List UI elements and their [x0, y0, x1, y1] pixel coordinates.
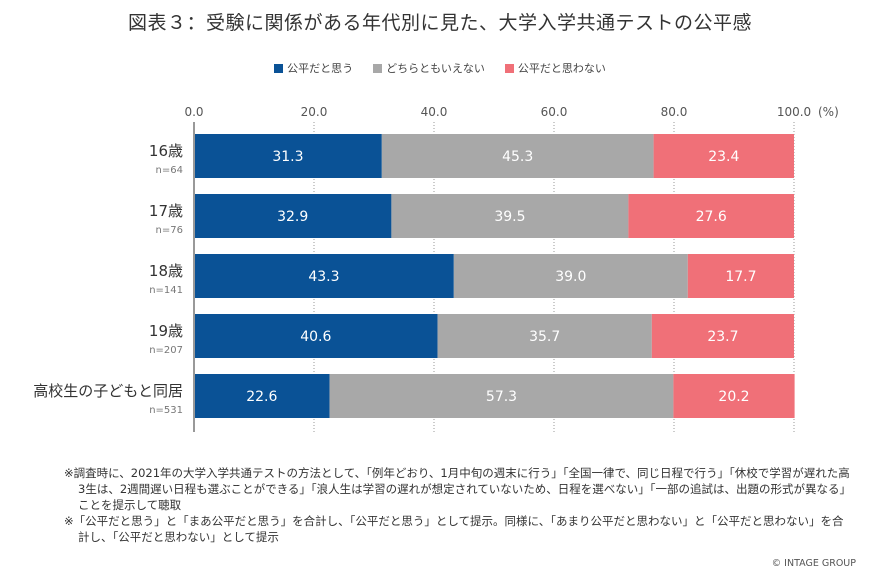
bar-data-label: 22.6 — [246, 389, 277, 405]
category-label: 17歳 — [149, 202, 183, 220]
bar-segment — [329, 374, 674, 418]
bar-data-label: 43.3 — [308, 269, 339, 285]
x-tick-label: 80.0 — [661, 105, 688, 119]
footnote-aggregation: ※「公平だと思う」と「まあ公平だと思う」を合計し、「公平だと思う」として提示。同… — [64, 514, 844, 544]
bar-data-label: 32.9 — [277, 209, 308, 225]
chart-title: 図表３：受験に関係がある年代別に見た、大学入学共通テストの公平感 — [127, 12, 752, 34]
bar-data-label: 40.6 — [300, 329, 331, 345]
sample-size-label: n=64 — [156, 165, 183, 176]
category-label: 16歳 — [149, 142, 183, 160]
category-label: 18歳 — [149, 262, 183, 280]
stacked-bar-chart: 0.0 20.0 40.0 60.0 80.0 100.0 (%) 31.3 45.3 23.4 1… — [33, 105, 839, 432]
legend-swatch-unfair — [504, 63, 514, 73]
legend-label-fair: 公平だと思う — [287, 62, 354, 75]
bar-segment — [628, 194, 794, 238]
legend: 公平だと思う どちらともいえない 公平だと思わない — [0, 60, 880, 76]
x-tick-label: 40.0 — [421, 105, 448, 119]
bar-data-label: 23.4 — [708, 149, 739, 165]
bar-data-label: 39.5 — [494, 209, 525, 225]
bar-segment — [453, 254, 688, 298]
copyright-credit: © INTAGE GROUP — [771, 558, 856, 569]
bar-segment — [391, 194, 629, 238]
sample-size-label: n=207 — [149, 345, 183, 356]
bar-data-label: 23.7 — [707, 329, 738, 345]
footnotes: ※調査時に、2021年の大学入学共通テストの方法として、「例年どおり、1月中旬の… — [64, 465, 854, 545]
legend-swatch-fair — [274, 63, 284, 73]
legend-label-neutral: どちらともいえない — [386, 62, 485, 75]
sample-size-label: n=531 — [149, 405, 183, 416]
bar-segment — [673, 374, 795, 418]
legend-item-fair: 公平だと思う — [274, 60, 353, 76]
bar-data-label: 31.3 — [272, 149, 303, 165]
bar-data-label: 20.2 — [718, 389, 749, 405]
bar-segment — [381, 134, 654, 178]
legend-label-unfair: 公平だと思わない — [517, 62, 606, 75]
footnote-survey-method: ※調査時に、2021年の大学入学共通テストの方法として、「例年どおり、1月中旬の… — [64, 466, 852, 512]
category-label: 19歳 — [149, 322, 183, 340]
sample-size-label: n=141 — [149, 285, 183, 296]
bar-segment — [687, 254, 794, 298]
x-unit-label: (%) — [818, 105, 839, 119]
category-label: 高校生の子どもと同居 — [33, 382, 183, 400]
bar-segment — [194, 254, 454, 298]
x-tick-label: 100.0 — [777, 105, 811, 119]
x-tick-label: 20.0 — [301, 105, 328, 119]
legend-swatch-neutral — [373, 63, 383, 73]
bar-data-label: 39.0 — [555, 269, 586, 285]
bar-segment — [653, 134, 794, 178]
bar-data-label: 45.3 — [502, 149, 533, 165]
x-tick-label: 60.0 — [541, 105, 568, 119]
bar-segment — [194, 194, 392, 238]
bar-segment — [194, 134, 382, 178]
legend-item-neutral: どちらともいえない — [373, 60, 485, 76]
bar-segment — [437, 314, 652, 358]
bar-data-label: 57.3 — [486, 389, 517, 405]
bar-data-label: 35.7 — [529, 329, 560, 345]
bar-segment — [194, 314, 438, 358]
sample-size-label: n=76 — [156, 225, 183, 236]
bar-segment — [194, 374, 330, 418]
bar-segment — [651, 314, 794, 358]
bar-data-label: 17.7 — [725, 269, 756, 285]
bar-data-label: 27.6 — [696, 209, 727, 225]
legend-item-unfair: 公平だと思わない — [504, 60, 606, 76]
x-tick-label: 0.0 — [184, 105, 203, 119]
